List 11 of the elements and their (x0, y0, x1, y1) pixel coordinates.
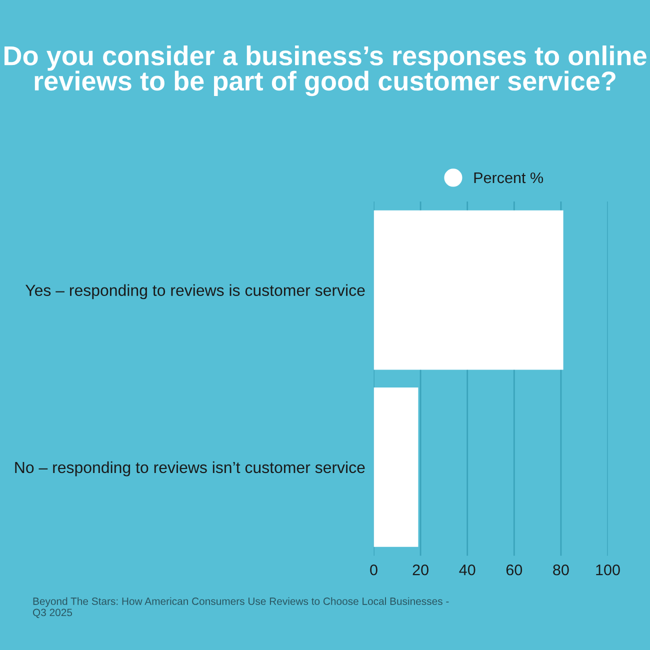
x-tick-label: 0 (370, 564, 378, 576)
x-tick-label: 100 (596, 564, 620, 576)
y-tick-label: No – responding to reviews isn’t customer service (15, 461, 365, 476)
legend-label: Percent % (474, 172, 544, 184)
x-tick-label: 40 (459, 564, 476, 576)
chart-title: Do you consider a business’s responses to online reviews to be part of good customer service? (4, 46, 646, 96)
x-tick-label: 80 (553, 564, 569, 576)
x-tick-label: 20 (412, 564, 428, 576)
text: Beyond The Stars: How American Consumers Use Reviews to Choose Local Businesses - Q3 2025 (32, 597, 449, 618)
x-tick-label: 60 (506, 564, 522, 576)
y-tick-label: Yes – responding to reviews is customer service (25, 284, 365, 300)
